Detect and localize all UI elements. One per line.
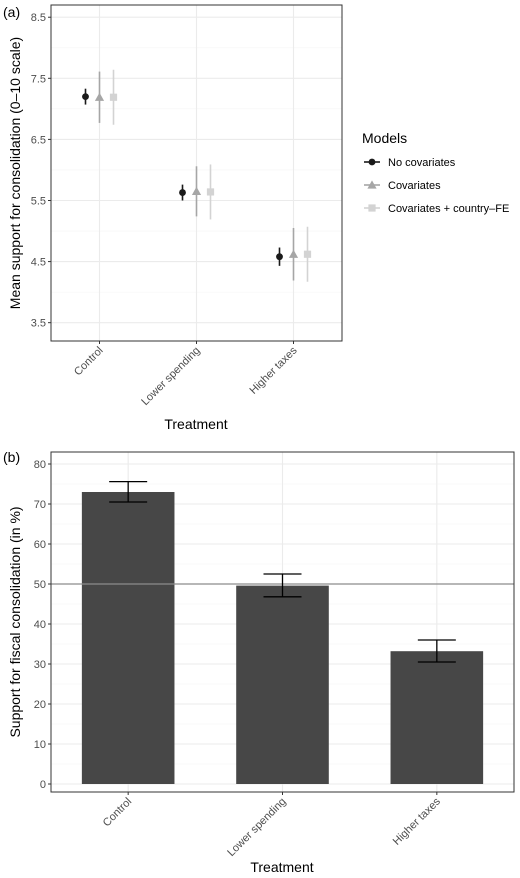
x-tick-label: Higher taxes	[391, 795, 444, 848]
panel-a-x-axis-title: Treatment	[164, 416, 227, 432]
point-triangle	[191, 186, 202, 196]
y-tick-label: 7.5	[31, 73, 46, 85]
legend-title: Models	[362, 130, 407, 146]
y-tick-label: 60	[34, 539, 46, 551]
legend-label: Covariates + country–FE	[388, 203, 509, 215]
y-tick-label: 4.5	[31, 257, 46, 269]
y-tick-label: 40	[34, 619, 46, 631]
y-tick-label: 80	[34, 459, 46, 471]
y-tick-label: 50	[34, 579, 46, 591]
legend-key-circle	[368, 158, 376, 166]
x-tick-label: Lower spending	[139, 345, 202, 408]
panel-b-label: (b)	[3, 449, 20, 465]
panel-b-x-axis: Control Lower spending Higher taxes	[101, 792, 444, 859]
panel-a-y-axis-title: Mean support for consolidation (0–10 sca…	[7, 37, 23, 309]
y-tick-label: 8.5	[31, 12, 46, 24]
panel-a-x-axis: Control Lower spending Higher taxes	[72, 341, 300, 408]
legend-key-square	[368, 204, 376, 212]
legend-label: Covariates	[388, 180, 441, 192]
legend: Models No covariates Covariates Covariates…	[362, 130, 509, 215]
panel-b-y-axis: 0 10 20 30 40 50 60 70 80	[34, 459, 51, 791]
y-tick-label: 3.5	[31, 318, 46, 330]
x-tick-label: Higher taxes	[247, 344, 300, 397]
bar	[390, 651, 484, 784]
y-tick-label: 5.5	[31, 195, 46, 207]
y-tick-label: 70	[34, 499, 46, 511]
point-triangle	[94, 92, 105, 101]
legend-key-triangle	[367, 180, 377, 189]
x-tick-label: Control	[72, 345, 106, 379]
point-circle	[276, 253, 283, 261]
x-tick-label: Control	[101, 796, 135, 830]
panel-b-x-axis-title: Treatment	[250, 859, 313, 875]
y-tick-label: 10	[34, 739, 46, 751]
panel-a-y-axis: 3.5 4.5 5.5 6.5 7.5 8.5	[31, 12, 51, 330]
legend-label: No covariates	[388, 157, 456, 169]
point-triangle	[288, 249, 299, 258]
y-tick-label: 30	[34, 659, 46, 671]
y-tick-label: 6.5	[31, 134, 46, 146]
panel-a: (a) 3.5 4.5 5.5 6.5 7.5 8.5 Control Lower spen…	[3, 4, 343, 432]
legend-items: No covariates Covariates Covariates + coun…	[364, 157, 509, 215]
point-square	[206, 188, 215, 196]
point-square	[109, 93, 118, 101]
point-circle	[179, 189, 186, 196]
y-tick-label: 0	[40, 779, 46, 791]
bar	[236, 585, 329, 784]
y-tick-label: 20	[34, 699, 46, 711]
panel-a-data-marks	[82, 69, 312, 282]
panel-a-label: (a)	[3, 4, 20, 20]
panel-b: (b) 0 10 20 30 40 50 60 70 80 Control Lower spend…	[3, 449, 515, 875]
panel-b-y-axis-title: Support for fiscal consolidation (in %)	[7, 506, 23, 737]
bar	[81, 492, 175, 784]
panel-b-data-marks	[51, 480, 514, 784]
point-circle	[82, 93, 89, 101]
point-square	[303, 250, 312, 258]
x-tick-label: Lower spending	[225, 796, 288, 859]
